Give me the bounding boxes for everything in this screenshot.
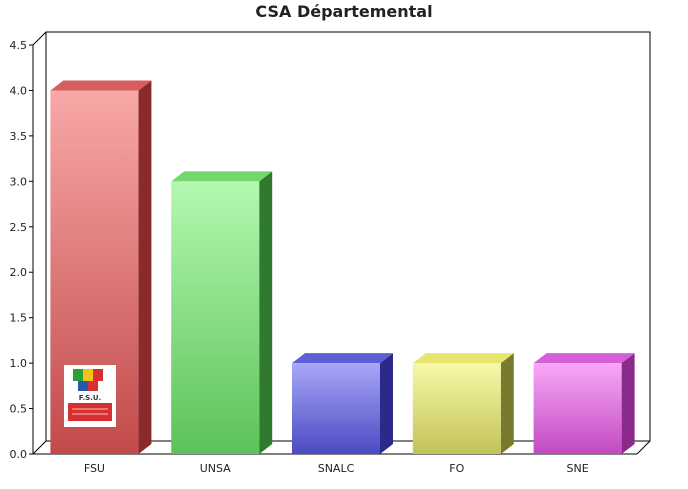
chart-title: CSA Départemental <box>255 2 433 21</box>
x-tick-label: FO <box>449 462 464 475</box>
bar-sne <box>533 363 622 454</box>
y-tick-label: 1.5 <box>10 312 28 325</box>
bar-unsa <box>171 181 260 455</box>
bar-side <box>380 353 393 454</box>
y-tick-label: 4.0 <box>10 84 28 97</box>
y-tick-label: 1.0 <box>10 357 28 370</box>
logo-text: F.S.U. <box>79 394 101 402</box>
y-tick-label: 2.0 <box>10 266 28 279</box>
y-tick-label: 3.5 <box>10 130 28 143</box>
bar-top <box>533 353 635 364</box>
x-tick-label: SNALC <box>318 462 355 475</box>
y-tick-label: 4.5 <box>10 39 28 52</box>
bar-side <box>259 171 273 455</box>
bar-top <box>171 171 273 182</box>
fsu-logo-icon: F.S.U. <box>64 365 116 427</box>
plot-frame <box>32 31 651 455</box>
y-tick-label: 2.5 <box>10 221 28 234</box>
bar-snalc <box>292 363 380 454</box>
bar-top <box>292 353 393 364</box>
y-tick-label: 0.0 <box>10 448 28 461</box>
y-tick-label: 3.0 <box>10 175 28 188</box>
x-tick-label: SNE <box>567 462 589 475</box>
x-tick-label: FSU <box>84 462 105 475</box>
bar-side <box>621 353 635 454</box>
bar-side <box>138 80 152 454</box>
bar-side <box>500 353 514 454</box>
y-tick-label: 0.5 <box>10 403 28 416</box>
bar-top <box>412 353 514 364</box>
bar-top <box>50 80 152 91</box>
x-tick-label: UNSA <box>200 462 231 475</box>
bar-fo <box>412 363 501 454</box>
floor-edge <box>636 440 651 455</box>
